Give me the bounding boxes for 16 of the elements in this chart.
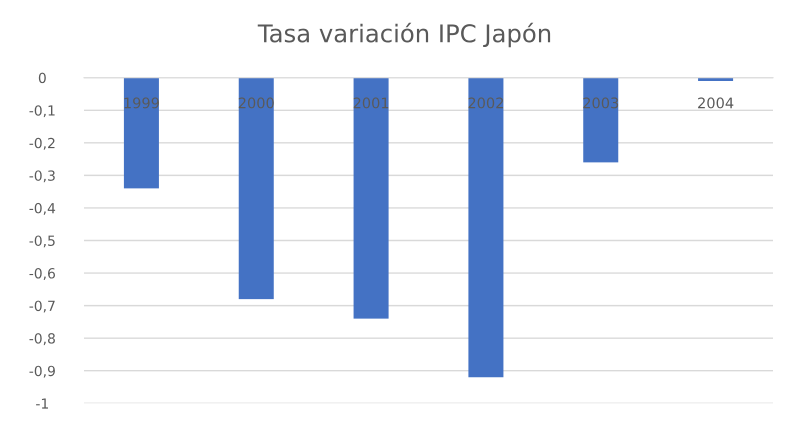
y-tick-label: -0,7	[29, 300, 55, 313]
x-tick-label: 1999	[124, 97, 159, 108]
y-tick-label: -0,8	[29, 333, 55, 346]
chart-title: Tasa variación IPC Japón	[258, 22, 550, 48]
x-tick-label: 2004	[698, 97, 734, 108]
y-tick-label: -1	[36, 398, 48, 409]
y-tick-label: -0,3	[29, 170, 55, 182]
y-tick-label: -0,6	[29, 268, 56, 280]
y-tick-label: -0,2	[29, 138, 54, 150]
y-tick-label: -0,4	[29, 202, 56, 215]
x-tick-label: 2002	[468, 97, 504, 108]
y-tick-label: -0,9	[29, 366, 55, 378]
y-tick-label: 0	[38, 72, 46, 84]
x-tick-label: 2001	[354, 97, 388, 108]
y-tick-label: -0,5	[29, 235, 55, 248]
y-tick-label: -0,1	[29, 105, 55, 118]
